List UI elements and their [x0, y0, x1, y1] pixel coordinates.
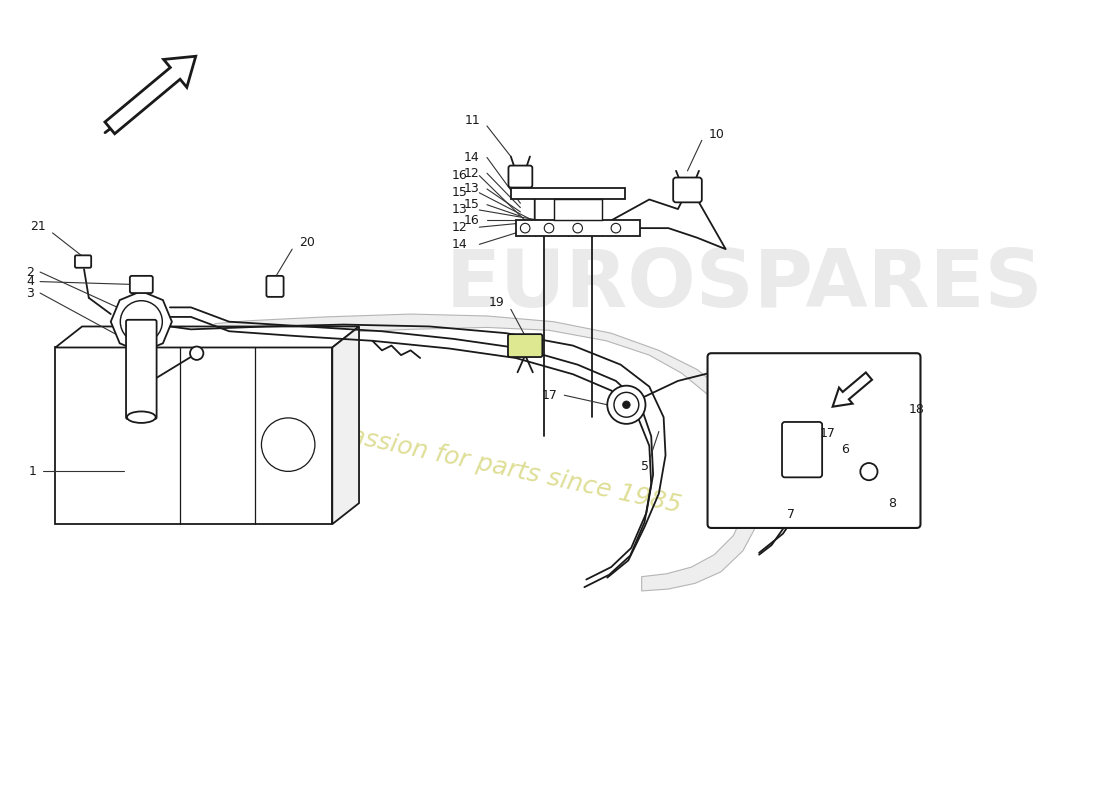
Text: 18: 18: [909, 403, 925, 416]
Circle shape: [190, 346, 204, 360]
Text: 4: 4: [26, 275, 34, 288]
Text: 15: 15: [463, 198, 480, 211]
Circle shape: [614, 392, 639, 417]
Ellipse shape: [835, 400, 884, 419]
Circle shape: [612, 223, 620, 233]
Polygon shape: [332, 326, 359, 524]
Polygon shape: [55, 347, 332, 524]
FancyArrow shape: [104, 56, 196, 134]
Text: 20: 20: [299, 236, 315, 249]
Text: 16: 16: [452, 169, 468, 182]
Text: 13: 13: [452, 203, 468, 217]
FancyBboxPatch shape: [673, 178, 702, 202]
Polygon shape: [111, 291, 172, 352]
Circle shape: [262, 418, 315, 471]
FancyArrow shape: [833, 373, 872, 406]
Text: a passion for parts since 1985: a passion for parts since 1985: [309, 416, 684, 518]
Text: 5: 5: [641, 460, 649, 474]
Circle shape: [607, 386, 646, 424]
Bar: [516, 221, 640, 236]
Circle shape: [120, 301, 163, 342]
FancyBboxPatch shape: [508, 166, 532, 187]
Circle shape: [623, 401, 630, 409]
Text: 1: 1: [29, 465, 36, 478]
Text: 14: 14: [463, 151, 480, 164]
FancyBboxPatch shape: [75, 255, 91, 268]
Text: 16: 16: [463, 214, 480, 227]
FancyBboxPatch shape: [266, 276, 284, 297]
FancyBboxPatch shape: [130, 276, 153, 293]
Text: 19: 19: [488, 296, 504, 309]
Polygon shape: [214, 314, 763, 591]
Text: 3: 3: [26, 286, 34, 299]
Text: 11: 11: [464, 114, 481, 126]
Bar: [510, 188, 626, 199]
Text: 17: 17: [820, 427, 835, 440]
FancyBboxPatch shape: [126, 320, 156, 419]
Bar: [553, 199, 602, 221]
Circle shape: [860, 463, 878, 480]
Text: 8: 8: [888, 497, 896, 510]
Text: 12: 12: [463, 166, 480, 180]
Text: 7: 7: [786, 508, 794, 521]
Circle shape: [763, 416, 779, 431]
Text: 17: 17: [542, 389, 558, 402]
Text: 6: 6: [842, 443, 849, 456]
Ellipse shape: [126, 411, 155, 423]
FancyBboxPatch shape: [782, 422, 822, 478]
Polygon shape: [55, 326, 359, 347]
Text: 21: 21: [30, 220, 46, 233]
Text: 13: 13: [463, 182, 480, 195]
Circle shape: [544, 223, 553, 233]
FancyBboxPatch shape: [508, 334, 542, 357]
Text: 14: 14: [452, 238, 468, 251]
FancyBboxPatch shape: [707, 354, 921, 528]
Text: 15: 15: [452, 186, 468, 199]
Text: EUROSPARES: EUROSPARES: [446, 246, 1044, 325]
Text: 10: 10: [708, 128, 725, 141]
Text: 12: 12: [452, 221, 468, 234]
Circle shape: [758, 410, 785, 438]
Circle shape: [520, 223, 530, 233]
Text: 2: 2: [26, 266, 34, 278]
Circle shape: [573, 223, 583, 233]
